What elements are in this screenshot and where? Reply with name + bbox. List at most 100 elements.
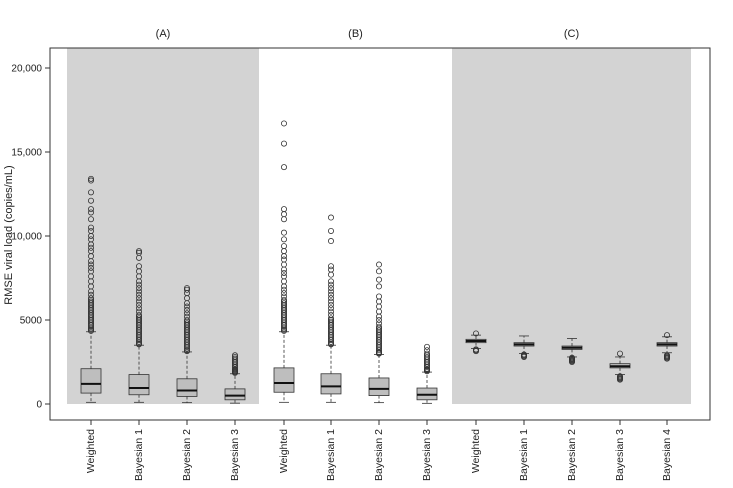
- x-tick-label: Bayesian 1: [325, 429, 337, 481]
- outlier-point: [327, 305, 334, 312]
- outlier-point: [88, 236, 95, 243]
- box-2-1: [273, 120, 295, 403]
- outlier-point: [135, 249, 142, 256]
- box-iqr: [80, 368, 102, 394]
- outlier-point: [423, 350, 430, 357]
- outlier-point: [375, 320, 382, 327]
- outlier-point: [327, 278, 334, 285]
- outlier-point: [375, 327, 382, 334]
- outlier-point: [375, 323, 382, 330]
- box-2-2: [320, 214, 342, 403]
- x-tick-label: Bayesian 2: [373, 429, 385, 481]
- outlier-point: [183, 310, 190, 317]
- outlier-point: [327, 311, 334, 318]
- outlier-point: [375, 283, 382, 290]
- outlier-point: [231, 353, 238, 360]
- outlier-point: [375, 313, 382, 320]
- outlier-point: [327, 266, 334, 273]
- outlier-point: [183, 316, 190, 323]
- outlier-point: [280, 300, 287, 307]
- box-iqr: [368, 377, 390, 396]
- outlier-point: [327, 288, 334, 295]
- outlier-point: [280, 229, 287, 236]
- outlier-point: [88, 248, 95, 255]
- outlier-point: [375, 268, 382, 275]
- outlier-point: [231, 355, 238, 362]
- outlier-point: [280, 120, 287, 127]
- outlier-point: [280, 206, 287, 213]
- outlier-point: [135, 315, 142, 322]
- outlier-point: [88, 291, 95, 298]
- outlier-point: [183, 320, 190, 327]
- outlier-point: [88, 224, 95, 231]
- box-1-1: [80, 175, 102, 403]
- box-iqr: [176, 378, 198, 397]
- outlier-point: [280, 164, 287, 171]
- outlier-point: [231, 352, 238, 359]
- panel-title-1: (A): [156, 28, 171, 40]
- outlier-point: [327, 315, 334, 322]
- outlier-point: [183, 285, 190, 292]
- outlier-point: [375, 261, 382, 268]
- outlier-point: [327, 238, 334, 245]
- box-iqr: [128, 374, 150, 396]
- outlier-point: [617, 350, 624, 357]
- outlier-point: [375, 308, 382, 315]
- y-tick-label: 15,000: [11, 148, 42, 159]
- outlier-point: [135, 308, 142, 315]
- x-axis: Weighted Bayesian 1 Bayesian 2 Bayesian 3 We…: [85, 420, 673, 481]
- outlier-point: [88, 216, 95, 223]
- outlier-point: [88, 261, 95, 268]
- panel-shade-1: [67, 48, 259, 404]
- y-axis-label: RMSE viral load (copies/mL): [3, 165, 15, 304]
- x-tick-label: Bayesian 2: [566, 429, 578, 481]
- outlier-point: [280, 261, 287, 268]
- panel-titles: (A) (B) (C): [156, 28, 579, 40]
- outlier-point: [88, 295, 95, 302]
- outlier-point: [521, 351, 528, 358]
- box-2-3: [368, 261, 390, 404]
- outlier-point: [135, 248, 142, 255]
- outlier-point: [88, 264, 95, 271]
- outlier-point: [327, 227, 334, 234]
- box-iqr: [224, 388, 246, 401]
- outlier-point: [280, 216, 287, 223]
- outlier-point: [280, 296, 287, 303]
- outlier-point: [280, 140, 287, 147]
- x-tick-label: Bayesian 2: [181, 429, 193, 481]
- outlier-point: [375, 293, 382, 300]
- box-1-2: [128, 248, 150, 403]
- box-iqr: [320, 373, 342, 395]
- outlier-point: [472, 346, 479, 353]
- outlier-point: [135, 291, 142, 298]
- x-tick-label: Bayesian 3: [229, 429, 241, 481]
- box-3-3: [561, 338, 583, 365]
- plot-frame: [49, 47, 711, 421]
- x-tick-label: Weighted: [470, 429, 482, 473]
- outlier-point: [327, 263, 334, 270]
- box-1-3: [176, 285, 198, 404]
- x-tick-label: Bayesian 1: [518, 429, 530, 481]
- box-iqr: [273, 367, 295, 393]
- y-tick-label: 0: [36, 400, 42, 411]
- outlier-point: [327, 271, 334, 278]
- outlier-point: [88, 206, 95, 213]
- outlier-point: [423, 343, 430, 350]
- outlier-point: [280, 211, 287, 218]
- outlier-point: [375, 316, 382, 323]
- x-tick-label: Weighted: [85, 429, 97, 473]
- outlier-point: [327, 285, 334, 292]
- outlier-point: [280, 286, 287, 293]
- box-1-4: [224, 352, 246, 404]
- outlier-point: [280, 278, 287, 285]
- outlier-point: [135, 263, 142, 270]
- plot-border: [49, 47, 711, 421]
- outlier-point: [88, 298, 95, 305]
- outlier-point: [135, 305, 142, 312]
- outlier-point: [88, 189, 95, 196]
- outlier-point: [88, 197, 95, 204]
- outlier-point: [327, 298, 334, 305]
- outlier-point: [664, 352, 671, 359]
- outlier-point: [88, 177, 95, 184]
